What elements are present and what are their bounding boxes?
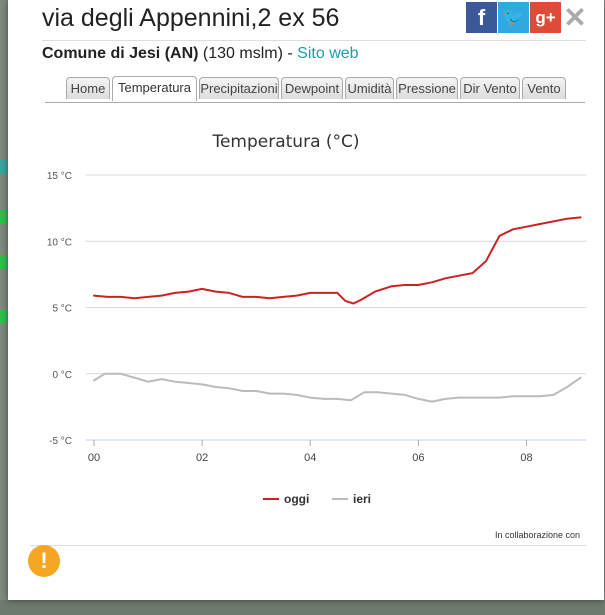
chart-grid: 15 °C 10 °C 5 °C 0 °C -5 °C 00 02 04 06 08 (47, 171, 586, 464)
station-modal: via degli Appennini,2 ex 56 f 🐦 g+ ✕ Com… (8, 0, 604, 600)
temperature-chart: Temperatura (°C) 15 °C 10 °C 5 °C 0 °C -5 °C… (47, 132, 586, 506)
background-map-bottom (0, 600, 605, 615)
legend-label-oggi[interactable]: oggi (284, 492, 309, 506)
y-tick-label: -5 °C (49, 436, 72, 447)
station-title: via degli Appennini,2 ex 56 (42, 4, 340, 32)
series-line-oggi (93, 216, 582, 305)
warning-icon: ! (40, 548, 48, 573)
background-marker (0, 210, 7, 224)
google-plus-icon: g+ (535, 8, 556, 27)
x-tick-label: 02 (196, 452, 208, 464)
warning-button[interactable]: ! (28, 545, 60, 577)
y-tick-label: 0 °C (52, 370, 72, 381)
tab-temperatura[interactable]: Temperatura (112, 76, 197, 101)
y-tick-label: 10 °C (47, 237, 72, 248)
chart-title: Temperatura (°C) (211, 132, 359, 152)
background-marker (0, 255, 7, 269)
background-marker (0, 160, 7, 174)
background-marker (0, 310, 7, 324)
google-plus-share-button[interactable]: g+ (530, 2, 561, 33)
tab-dewpoint[interactable]: Dewpoint (281, 77, 343, 99)
altitude: (130 mslm) (202, 45, 283, 62)
tab-vento[interactable]: Vento (522, 77, 566, 99)
collaboration-text: In collaborazione con (495, 530, 581, 540)
x-tick-label: 04 (304, 452, 316, 464)
chart-series (93, 216, 582, 403)
legend-label-ieri[interactable]: ieri (353, 492, 371, 506)
station-subtitle: Comune di Jesi (AN) (130 mslm) - Sito we… (42, 45, 359, 63)
tab-home[interactable]: Home (66, 77, 110, 99)
website-link[interactable]: Sito web (297, 45, 359, 62)
header-divider (42, 40, 586, 41)
chart-tabs: Home Temperatura Precipitazioni Dewpoint… (45, 76, 585, 103)
tab-precipitazioni[interactable]: Precipitazioni (199, 77, 279, 99)
twitter-icon: 🐦 (502, 7, 525, 27)
x-tick-label: 06 (412, 452, 424, 464)
footer-divider (30, 545, 586, 546)
y-tick-label: 5 °C (52, 304, 72, 315)
series-line-ieri (93, 372, 582, 403)
y-tick-label: 15 °C (47, 171, 72, 182)
tab-pressione[interactable]: Pressione (396, 77, 458, 99)
facebook-share-button[interactable]: f (466, 2, 497, 33)
facebook-icon: f (477, 5, 486, 30)
tab-dir-vento[interactable]: Dir Vento (460, 77, 520, 99)
comune-name: Comune di Jesi (AN) (42, 45, 199, 62)
x-tick-label: 00 (88, 452, 100, 464)
close-icon: ✕ (563, 2, 587, 33)
chart-legend: oggi ieri (263, 492, 371, 506)
background-map (0, 0, 10, 615)
close-button[interactable]: ✕ (563, 2, 587, 33)
twitter-share-button[interactable]: 🐦 (498, 2, 529, 33)
separator: - (287, 45, 293, 62)
x-tick-label: 08 (520, 452, 532, 464)
tab-umidita[interactable]: Umidità (345, 77, 394, 99)
